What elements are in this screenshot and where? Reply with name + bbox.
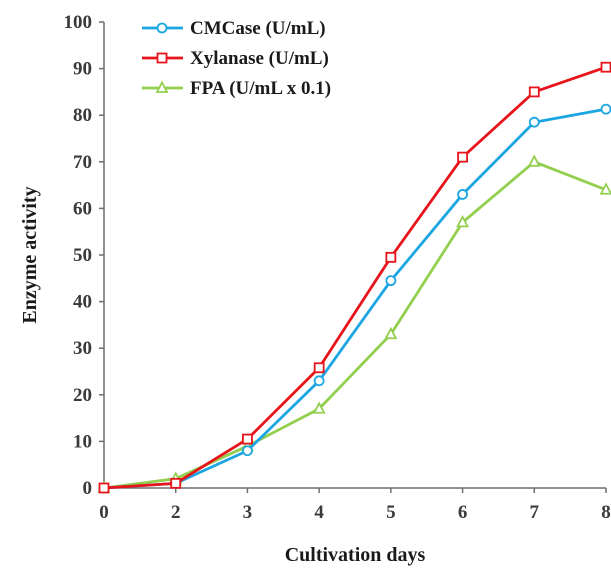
legend-label: Xylanase (U/mL) (190, 48, 329, 69)
data-point (457, 189, 468, 200)
data-point (527, 154, 541, 167)
data-point (242, 433, 253, 445)
y-tick-label: 70 (73, 152, 92, 173)
data-point (457, 151, 468, 163)
data-point (98, 482, 110, 494)
x-tick-label: 7 (530, 502, 540, 523)
data-point (599, 182, 611, 195)
data-point (456, 214, 470, 228)
y-tick-label: 40 (73, 292, 92, 313)
legend: CMCase (U/mL) Xylanase (U/mL) FPA (U/mL x … (142, 18, 331, 99)
series-line (103, 65, 607, 490)
x-tick-label: 4 (314, 502, 324, 523)
legend-label: FPA (U/mL x 0.1) (190, 78, 331, 99)
legend-label: CMCase (U/mL) (190, 18, 326, 39)
x-tick-label: 3 (243, 502, 253, 523)
data-point (600, 103, 611, 115)
data-point (242, 445, 253, 457)
legend-marker (155, 80, 169, 93)
x-axis-title: Cultivation days (285, 544, 426, 566)
y-tick-label: 0 (83, 478, 93, 499)
data-point (312, 401, 326, 414)
x-tick-label: 2 (171, 502, 181, 523)
data-point (385, 275, 397, 287)
y-tick-label: 20 (73, 385, 92, 406)
legend-marker (156, 22, 168, 34)
data-point (170, 477, 182, 489)
x-tick-label: 0 (99, 502, 109, 523)
series-layer (97, 61, 611, 494)
y-axis-title: Enzyme activity (19, 186, 41, 323)
y-tick-label: 100 (64, 12, 93, 33)
y-tick-label: 60 (73, 198, 92, 219)
x-tick-label: 6 (458, 502, 468, 523)
legend-marker (156, 52, 168, 64)
x-ticks: 0 2 3 4 5 6 7 8 (99, 488, 611, 523)
data-point (528, 116, 540, 128)
data-point (313, 375, 325, 387)
y-tick-label: 10 (73, 431, 92, 452)
data-point (528, 86, 540, 98)
y-tick-label: 50 (73, 245, 92, 266)
data-point (385, 251, 397, 263)
data-point (384, 326, 398, 340)
y-tick-label: 30 (73, 338, 92, 359)
x-tick-label: 8 (601, 502, 611, 523)
series-line (103, 160, 607, 490)
y-ticks: 0 10 20 30 40 50 60 70 80 90 100 (64, 12, 104, 499)
data-point (600, 61, 611, 73)
series-triangle (97, 154, 611, 493)
series-line (103, 107, 607, 490)
data-point (313, 362, 325, 374)
x-tick-label: 5 (386, 502, 396, 523)
y-tick-label: 90 (73, 59, 92, 80)
y-tick-label: 80 (73, 105, 92, 126)
series-square (98, 61, 611, 494)
